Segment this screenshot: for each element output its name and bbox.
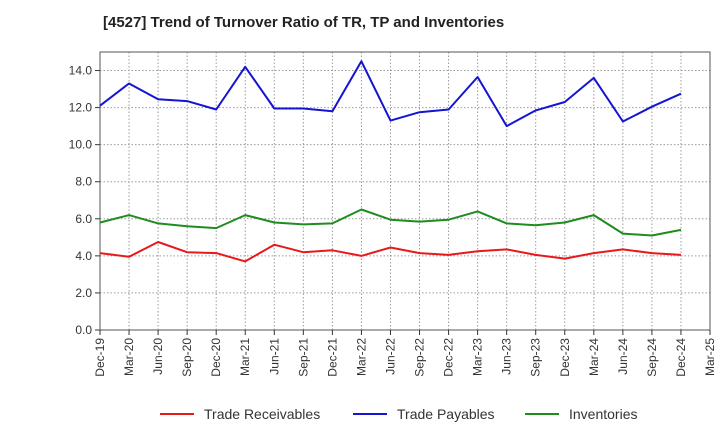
x-tick-label: Sep-24	[645, 338, 659, 377]
x-tick-label: Sep-22	[413, 338, 427, 377]
x-tick-label: Sep-20	[180, 338, 194, 377]
legend-label-2: Inventories	[569, 406, 637, 422]
x-tick-label: Jun-22	[383, 338, 397, 375]
y-tick-label: 8.0	[75, 175, 92, 189]
x-tick-label: Mar-25	[703, 338, 717, 376]
x-tick-label: Jun-23	[500, 338, 514, 375]
x-tick-label: Dec-23	[558, 338, 572, 377]
x-tick-label: Jun-21	[267, 338, 281, 375]
x-tick-label: Sep-23	[529, 338, 543, 377]
y-tick-label: 0.0	[75, 323, 92, 337]
series-line-0	[99, 241, 682, 263]
y-tick-label: 14.0	[69, 64, 93, 78]
chart-title: [4527] Trend of Turnover Ratio of TR, TP…	[103, 14, 505, 31]
series-line-1	[99, 60, 682, 128]
x-tick-label: Dec-21	[325, 338, 339, 377]
x-tick-label: Mar-20	[122, 338, 136, 376]
y-tick-label: 12.0	[69, 101, 93, 115]
y-tick-label: 4.0	[75, 249, 92, 263]
x-tick-label: Dec-22	[442, 338, 456, 377]
x-tick-label: Dec-24	[674, 338, 688, 377]
y-tick-label: 10.0	[69, 138, 93, 152]
x-tick-label: Mar-21	[238, 338, 252, 376]
y-tick-label: 2.0	[75, 286, 92, 300]
series-line-2	[99, 208, 682, 237]
x-tick-label: Mar-23	[471, 338, 485, 376]
plot-frame	[99, 51, 711, 331]
x-tick-label: Jun-20	[151, 338, 165, 375]
legend-label-0: Trade Receivables	[204, 406, 320, 422]
x-tick-label: Dec-19	[93, 338, 107, 377]
x-tick-label: Jun-24	[616, 338, 630, 375]
x-tick-label: Mar-22	[354, 338, 368, 376]
x-tick-label: Dec-20	[209, 338, 223, 377]
x-tick-label: Mar-24	[587, 338, 601, 376]
x-tick-label: Sep-21	[296, 338, 310, 377]
y-tick-label: 6.0	[75, 212, 92, 226]
legend-label-1: Trade Payables	[397, 406, 495, 422]
